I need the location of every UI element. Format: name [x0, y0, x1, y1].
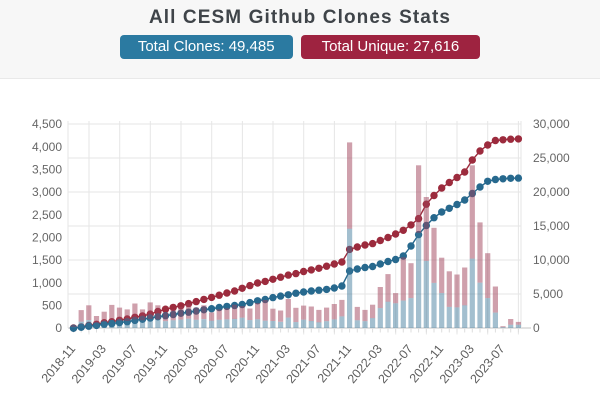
svg-text:3,000: 3,000: [32, 185, 62, 199]
svg-text:2,500: 2,500: [32, 208, 62, 222]
svg-text:20,000: 20,000: [533, 185, 570, 199]
svg-text:1,500: 1,500: [32, 253, 62, 267]
svg-text:2,000: 2,000: [32, 231, 62, 245]
svg-text:25,000: 25,000: [533, 151, 570, 165]
svg-text:1,000: 1,000: [32, 276, 62, 290]
svg-text:10,000: 10,000: [533, 253, 570, 267]
svg-text:0: 0: [533, 321, 540, 335]
svg-text:15,000: 15,000: [533, 219, 570, 233]
svg-text:4,000: 4,000: [32, 140, 62, 154]
svg-text:500: 500: [42, 299, 62, 313]
svg-text:3,500: 3,500: [32, 163, 62, 177]
svg-text:5,000: 5,000: [533, 287, 563, 301]
svg-text:0: 0: [55, 321, 62, 335]
svg-text:4,500: 4,500: [32, 117, 62, 131]
svg-text:30,000: 30,000: [533, 117, 570, 131]
